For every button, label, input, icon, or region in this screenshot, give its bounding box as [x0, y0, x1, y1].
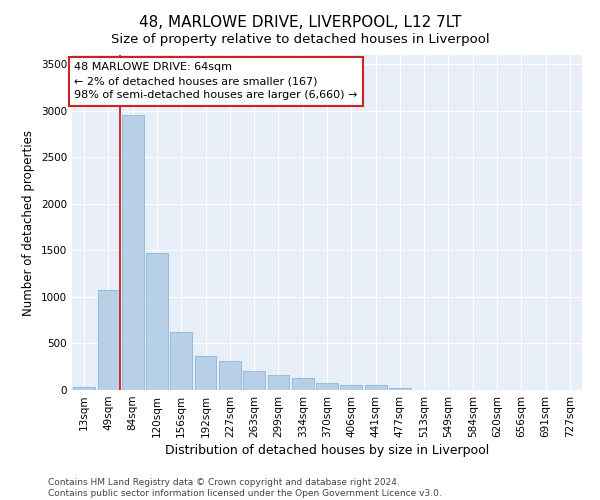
Bar: [97, 290, 119, 390]
Bar: [194, 356, 217, 390]
Text: Size of property relative to detached houses in Liverpool: Size of property relative to detached ho…: [110, 32, 490, 46]
Bar: [365, 386, 386, 390]
Bar: [389, 388, 411, 390]
Bar: [340, 385, 362, 390]
Text: 48, MARLOWE DRIVE, LIVERPOOL, L12 7LT: 48, MARLOWE DRIVE, LIVERPOOL, L12 7LT: [139, 15, 461, 30]
Bar: [316, 382, 338, 390]
Text: 48 MARLOWE DRIVE: 64sqm
← 2% of detached houses are smaller (167)
98% of semi-de: 48 MARLOWE DRIVE: 64sqm ← 2% of detached…: [74, 62, 358, 100]
Y-axis label: Number of detached properties: Number of detached properties: [22, 130, 35, 316]
Bar: [146, 253, 168, 390]
Text: Contains HM Land Registry data © Crown copyright and database right 2024.
Contai: Contains HM Land Registry data © Crown c…: [48, 478, 442, 498]
Bar: [122, 116, 143, 390]
Bar: [170, 332, 192, 390]
X-axis label: Distribution of detached houses by size in Liverpool: Distribution of detached houses by size …: [165, 444, 489, 457]
Bar: [292, 378, 314, 390]
Bar: [73, 387, 95, 390]
Bar: [219, 361, 241, 390]
Bar: [268, 375, 289, 390]
Bar: [243, 372, 265, 390]
